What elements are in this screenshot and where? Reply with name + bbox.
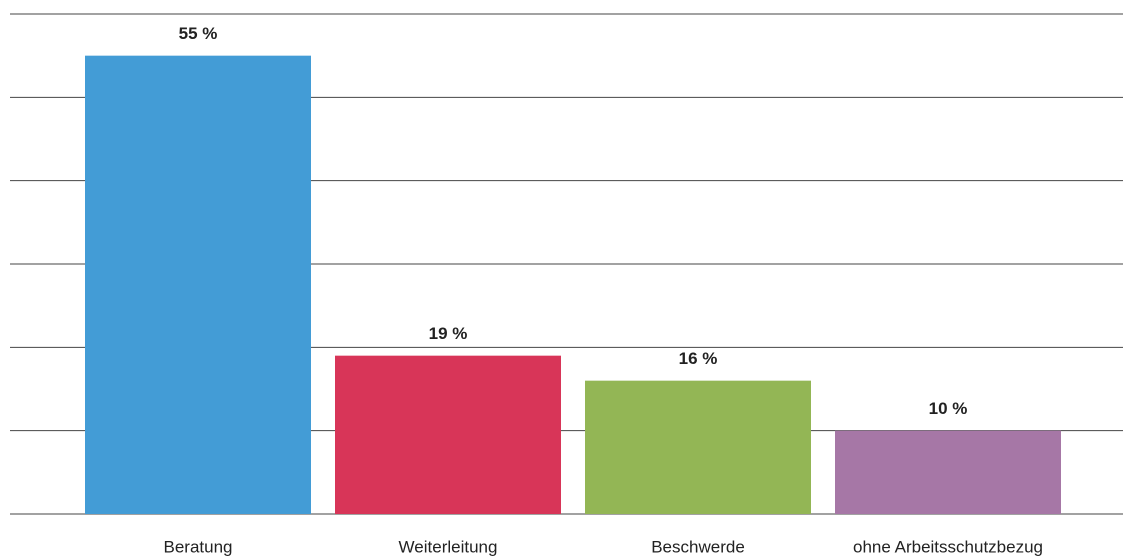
x-tick-label: Beschwerde [651, 537, 745, 556]
x-tick-label: Weiterleitung [399, 537, 498, 556]
bar [85, 55, 311, 515]
bar [335, 355, 561, 514]
x-tick-label: ohne Arbeitsschutzbezug [853, 537, 1043, 556]
value-label: 16 % [679, 349, 718, 368]
value-label: 19 % [429, 324, 468, 343]
x-tick-label: Beratung [164, 537, 233, 556]
bar [585, 380, 811, 514]
bar [835, 430, 1061, 514]
value-label: 55 % [179, 24, 218, 43]
value-label: 10 % [929, 399, 968, 418]
